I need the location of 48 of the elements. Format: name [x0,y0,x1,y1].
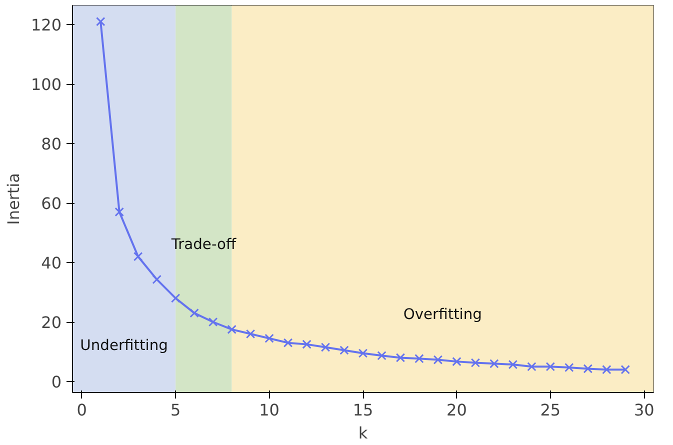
point [320,342,330,352]
point [246,329,256,339]
y-axis-title: Inertia [4,173,23,225]
point [96,16,106,26]
band-label: Trade-off [170,236,237,254]
point [264,334,274,343]
point [283,338,293,348]
point [133,252,143,262]
point [414,354,424,364]
x-tick-label: 25 [540,400,561,420]
y-tick-label: 100 [30,75,62,94]
point [396,353,406,362]
y-tick-label: 60 [41,194,62,214]
point [546,362,556,372]
point [470,358,480,368]
band-label: Underfitting [80,336,168,354]
point [114,207,124,217]
point [377,350,386,360]
point [170,294,180,303]
point [302,340,312,349]
x-tick-label: 20 [446,400,467,420]
point [527,362,536,372]
point [190,308,199,318]
x-axis-title: k [358,424,368,442]
y-tick-label: 20 [41,313,62,332]
x-tick-label: 0 [76,400,87,420]
point [490,359,499,368]
y-tick-label: 0 [51,372,62,392]
x-tick-label: 10 [259,400,280,420]
point [564,362,574,372]
point [508,360,518,370]
point [227,324,236,334]
x-tick-label: 15 [352,400,374,420]
point [208,317,218,327]
band-label: Overfitting [403,306,482,323]
y-tick-label: 80 [41,134,62,154]
point [452,356,462,366]
point [583,364,593,374]
point [340,346,349,355]
y-tick-label: 120 [30,16,62,35]
y-tick-label: 40 [41,254,62,273]
x-tick-label: 30 [634,400,654,420]
point [152,274,162,284]
point [602,364,612,374]
point [358,348,368,358]
point [620,364,630,374]
point [433,355,443,364]
x-tick-label: 5 [170,400,181,420]
